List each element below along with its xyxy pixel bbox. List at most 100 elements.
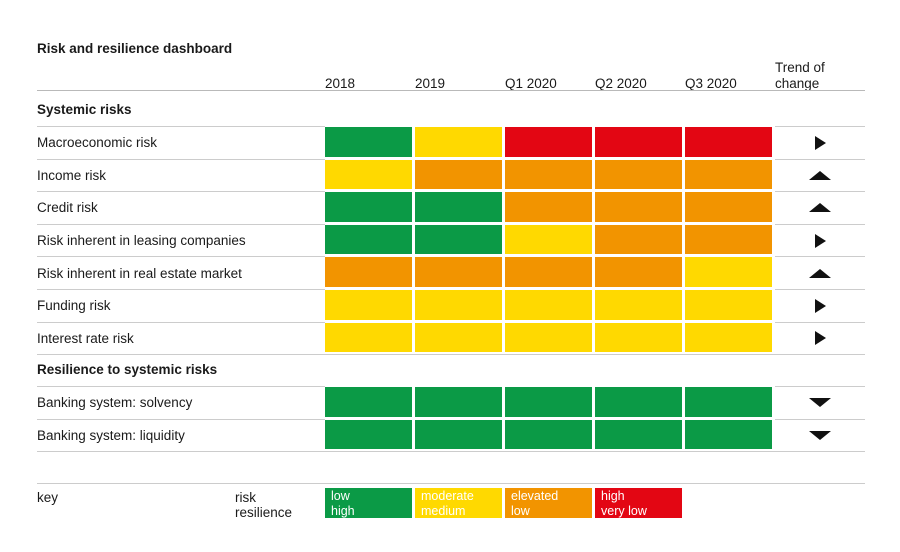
table-row: Interest rate risk [37, 321, 865, 355]
table-row: Banking system: liquidity [37, 418, 865, 452]
heatmap-cell-orange [685, 159, 772, 190]
legend-title: key [37, 490, 59, 505]
heatmap-cell-orange [595, 224, 682, 255]
trend-arrow-down-icon [809, 398, 831, 408]
heatmap-cell-yellow [325, 289, 412, 320]
column-header: 2018 [325, 76, 356, 91]
heatmap-cell-yellow [325, 159, 412, 190]
legend-box-red: high very low [595, 488, 682, 518]
row-label: Macroeconomic risk [37, 126, 325, 159]
legend-risk-term: high [601, 489, 625, 503]
heatmap-cell-green [325, 192, 412, 222]
row-label: Funding risk [37, 288, 325, 322]
row-label: Banking system: solvency [37, 386, 325, 419]
heatmap-cell-green [505, 419, 592, 450]
heatmap-cell-orange [685, 224, 772, 255]
heatmap-cell-yellow [415, 322, 502, 353]
legend-scale-resilience: resilience [235, 505, 293, 520]
heatmap-cell-orange [505, 257, 592, 287]
trend-cell [775, 256, 865, 289]
dashboard-body: Systemic risks Macroeconomic risk Income r… [37, 95, 865, 453]
heatmap-cell-orange [595, 192, 682, 222]
heatmap-cell-orange [595, 257, 682, 287]
heatmap-cell-yellow [505, 322, 592, 353]
table-row: Risk inherent in leasing companies [37, 223, 865, 257]
heatmap-cell-yellow [685, 322, 772, 353]
heatmap-cell-yellow [595, 289, 682, 320]
heatmap-cell-orange [595, 159, 682, 190]
trend-cell [775, 288, 865, 322]
column-headers: 2018 2019 Q1 2020 Q2 2020 Q3 2020 [325, 76, 775, 91]
heatmap-cell-green [325, 127, 412, 157]
trend-arrow-up-icon [809, 268, 831, 278]
heatmap-cell-green [415, 419, 502, 450]
trend-cell [775, 191, 865, 224]
table-row: Macroeconomic risk [37, 126, 865, 159]
trend-cell [775, 126, 865, 159]
heatmap-cell-orange [685, 192, 772, 222]
section-title: Resilience to systemic risks [37, 362, 218, 378]
heatmap-cell-yellow [505, 224, 592, 255]
trend-arrow-up-icon [809, 170, 831, 180]
heatmap-cell-red [685, 127, 772, 157]
legend-risk-term: elevated [511, 489, 559, 503]
heatmap-cell-yellow [685, 289, 772, 320]
trend-arrow-right-icon [814, 135, 826, 150]
heatmap-cell-red [505, 127, 592, 157]
trend-cell [775, 386, 865, 419]
trend-cell [775, 321, 865, 355]
trend-arrow-right-icon [814, 233, 826, 248]
heatmap-cell-green [595, 387, 682, 417]
trend-of-change-header: Trend of change [775, 60, 825, 91]
legend-resilience-term: medium [421, 504, 466, 518]
section-title: Systemic risks [37, 102, 132, 117]
column-header: 2019 [415, 76, 446, 91]
header-divider [37, 90, 865, 91]
trend-arrow-right-icon [814, 298, 826, 313]
heatmap-cell-green [685, 387, 772, 417]
heatmap-cell-green [415, 387, 502, 417]
heatmap-cell-green [325, 224, 412, 255]
heatmap-cell-green [325, 387, 412, 417]
legend-box-green: low high [325, 488, 412, 518]
trend-cell [775, 223, 865, 257]
trend-cell [775, 418, 865, 452]
page-title: Risk and resilience dashboard [37, 41, 233, 56]
table-row: Credit risk [37, 191, 865, 224]
heatmap-cell-yellow [595, 322, 682, 353]
table-row: Banking system: solvency [37, 386, 865, 419]
column-header: Q3 2020 [685, 76, 737, 91]
table-row: Funding risk [37, 288, 865, 322]
legend: key risk resilience low high moderate mediu… [37, 483, 865, 520]
heatmap-cell-green [595, 419, 682, 450]
table-row: Income risk [37, 158, 865, 192]
legend-scale-risk: risk [235, 490, 256, 505]
row-label: Credit risk [37, 191, 325, 224]
legend-resilience-term: low [511, 504, 530, 518]
heatmap-cell-green [505, 387, 592, 417]
section-divider [37, 354, 865, 356]
trend-arrow-right-icon [814, 331, 826, 346]
legend-resilience-term: high [331, 504, 355, 518]
column-header: Q1 2020 [505, 76, 557, 91]
row-label: Interest rate risk [37, 321, 325, 355]
legend-risk-term: moderate [421, 489, 474, 503]
heatmap-cell-green [685, 419, 772, 450]
heatmap-cell-green [325, 419, 412, 450]
row-label: Risk inherent in real estate market [37, 256, 325, 289]
heatmap-cell-orange [415, 159, 502, 190]
heatmap-cell-orange [415, 257, 502, 287]
trend-arrow-up-icon [809, 203, 831, 213]
heatmap-cell-green [415, 224, 502, 255]
heatmap-cell-green [415, 192, 502, 222]
heatmap-cell-orange [505, 159, 592, 190]
heatmap-cell-red [595, 127, 682, 157]
heatmap-cell-yellow [685, 257, 772, 287]
row-label: Banking system: liquidity [37, 418, 325, 452]
legend-box-orange: elevated low [505, 488, 592, 518]
legend-resilience-term: very low [601, 504, 647, 518]
row-label: Income risk [37, 158, 325, 192]
heatmap-cell-yellow [415, 127, 502, 157]
heatmap-cell-orange [325, 257, 412, 287]
